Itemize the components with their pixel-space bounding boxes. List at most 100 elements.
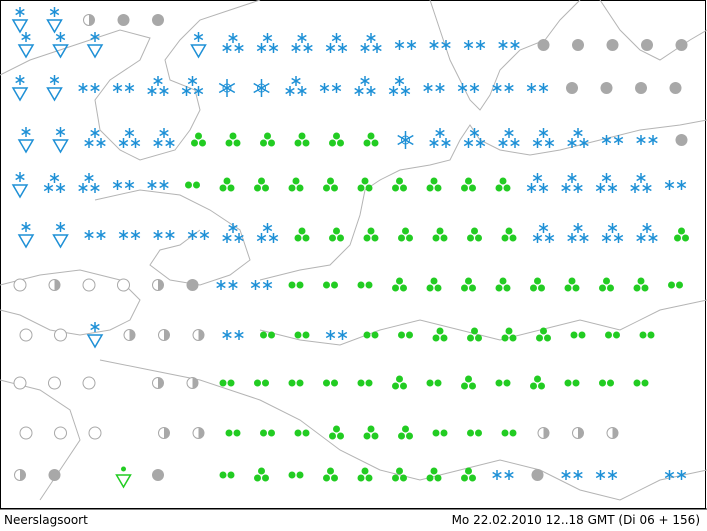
snow-shower: [46, 7, 63, 34]
dry-dot: [152, 469, 164, 481]
rain: [501, 227, 517, 242]
snow: [601, 135, 624, 145]
rain: [363, 425, 379, 440]
rain: [432, 227, 448, 242]
drizzle: [288, 379, 304, 387]
open-circle: [82, 278, 96, 292]
rain: [288, 177, 304, 192]
rain: [530, 375, 545, 390]
open-circle: [88, 426, 102, 440]
half-cloud: [537, 427, 550, 439]
drizzle: [605, 331, 620, 339]
snow-heavy: [256, 33, 279, 53]
snow: [429, 40, 451, 50]
drizzle: [639, 331, 655, 339]
rain: [294, 227, 310, 242]
drizzle: [294, 331, 310, 339]
drizzle: [219, 379, 235, 387]
snow: [526, 83, 549, 93]
half-cloud: [48, 279, 61, 291]
drizzle: [398, 331, 413, 339]
rain: [461, 277, 476, 292]
rain: [426, 467, 442, 482]
snow: [84, 230, 106, 240]
snow-heavy: [147, 76, 169, 96]
drizzle: [633, 379, 649, 387]
snow: [664, 470, 687, 480]
snow: [153, 230, 175, 240]
dry-dot: [48, 469, 61, 481]
snow: [463, 40, 486, 50]
rain: [260, 132, 275, 147]
rain: [398, 425, 413, 440]
drizzle: [288, 281, 304, 289]
rain-shower: [115, 466, 132, 489]
dry-dot: [669, 82, 682, 94]
rain: [254, 177, 269, 192]
drizzle: [288, 471, 304, 479]
drizzle: [254, 379, 269, 387]
dry-dot: [566, 82, 578, 94]
dry-dot: [675, 134, 688, 146]
precipitation-symbols: [11, 7, 689, 489]
open-circle: [19, 328, 33, 342]
snow-heavy: [84, 128, 106, 148]
drizzle: [225, 429, 241, 437]
half-cloud: [158, 427, 170, 439]
open-circle: [13, 376, 27, 390]
snow-shower: [17, 32, 35, 59]
drizzle: [570, 331, 586, 339]
rain: [467, 327, 482, 342]
snow-shower: [52, 222, 69, 249]
snow: [457, 83, 480, 93]
drizzle: [599, 379, 614, 387]
drizzle: [564, 379, 580, 387]
rain: [225, 132, 241, 147]
snow: [492, 83, 514, 93]
snow-heavy: [561, 173, 583, 193]
snow: [561, 470, 583, 480]
rain: [426, 277, 442, 292]
snow-heavy: [291, 33, 313, 53]
rain: [461, 467, 476, 482]
rain: [467, 227, 482, 242]
snow-shower: [11, 7, 29, 34]
snow: [112, 180, 135, 190]
open-circle: [19, 426, 33, 440]
snow-shower: [17, 127, 35, 154]
rain: [294, 132, 310, 147]
snow: [187, 230, 210, 240]
drizzle: [323, 281, 338, 289]
rain: [564, 277, 580, 292]
rain: [392, 467, 407, 482]
half-cloud: [572, 427, 584, 439]
half-cloud: [152, 377, 164, 389]
half-cloud: [192, 329, 205, 341]
rain: [432, 327, 448, 342]
drizzle: [363, 331, 379, 339]
rain: [461, 177, 476, 192]
rain: [219, 177, 235, 192]
drizzle: [357, 379, 373, 387]
drizzle: [260, 331, 275, 339]
rain: [254, 467, 269, 482]
drizzle: [432, 429, 448, 437]
rain: [323, 177, 338, 192]
snow-heavy: [153, 128, 175, 148]
snow: [423, 83, 445, 93]
drizzle: [260, 429, 275, 437]
drizzle: [501, 429, 517, 437]
drizzle: [426, 379, 442, 387]
rain: [323, 467, 338, 482]
snow-heavy: [463, 128, 486, 148]
rain: [191, 132, 206, 147]
drizzle: [495, 379, 511, 387]
snow-heavy: [78, 173, 100, 193]
drizzle: [668, 281, 683, 289]
half-cloud: [186, 377, 199, 389]
dry-dot: [152, 14, 164, 26]
snow-heavy: [222, 33, 244, 53]
snow: [636, 135, 658, 145]
snowflake: [397, 131, 414, 149]
snow: [216, 280, 238, 290]
